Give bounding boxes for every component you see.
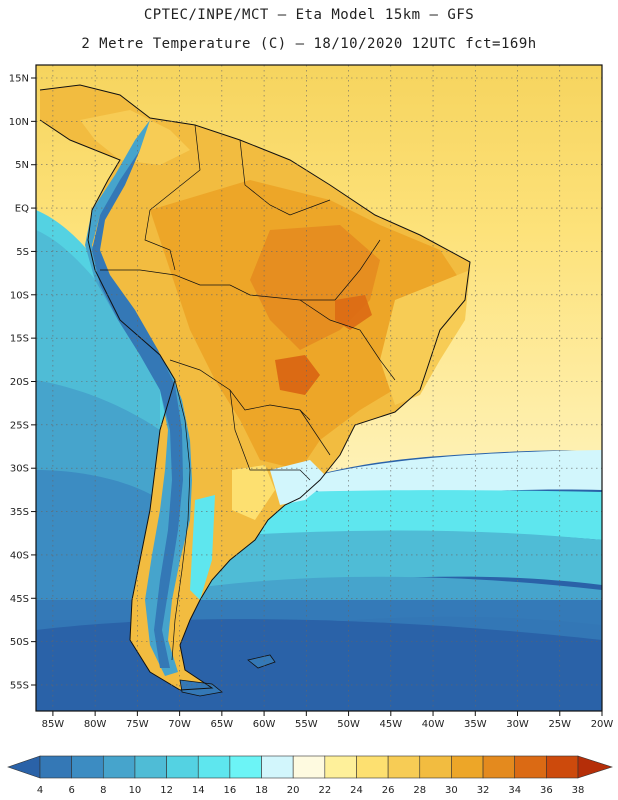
falkland-islands [247,654,276,669]
colorbar-box [292,755,326,779]
colorbar-label: 32 [477,785,490,796]
map-field [36,65,602,711]
colorbar-label: 22 [318,785,331,796]
lat-label: 5N [15,160,29,171]
lon-label: 75W [126,719,149,730]
colorbar-label: 20 [287,785,300,796]
colorbar-label: 28 [413,785,426,796]
lon-label: 20W [591,719,614,730]
colorbar-label: 30 [445,785,458,796]
colorbar-box [482,755,516,779]
colorbar-label: 8 [100,785,106,796]
lat-label: 20S [10,377,29,388]
lat-label: 15N [9,74,29,85]
longitude-labels: 85W 80W 75W 70W 65W 60W 55W 50W 45W 40W 35W 30W 25W 2… [42,719,614,730]
colorbar-label: 4 [37,785,43,796]
colorbar-label: 26 [382,785,395,796]
colorbar-box [229,755,262,779]
colorbar-label: 10 [129,785,142,796]
lat-label: 45S [10,594,29,605]
colorbar-label: 6 [68,785,74,796]
colorbar-box [166,755,199,779]
lon-label: 85W [42,719,65,730]
colorbar-label: 16 [224,785,237,796]
lon-label: 55W [295,719,318,730]
colorbar-label: 12 [160,785,173,796]
lat-label: 5S [16,247,29,258]
lon-label: 25W [548,719,571,730]
map-frame [35,64,603,712]
andes-ridge [85,120,192,676]
colorbar-box [419,755,452,779]
lat-label: 25S [10,420,29,431]
colorbar-box [261,755,294,779]
latitude-labels: 15N 10N 5N EQ 5S 10S 15S 20S 25S 30S 35S 40S 45S 50S 5… [9,74,29,692]
map-subtitle: 2 Metre Temperature (C) – 18/10/2020 12U… [81,36,537,52]
lat-label: 55S [10,680,29,691]
lon-label: 60W [253,719,276,730]
lon-label: 70W [168,719,191,730]
colorbar-arrow-low [7,755,41,779]
lon-label: 40W [422,719,445,730]
colorbar-label: 36 [540,785,553,796]
colorbar-label: 24 [350,785,363,796]
lon-label: 65W [211,719,234,730]
colorbar-box [356,755,389,779]
colorbar-arrow-high [577,755,613,779]
lat-label: 40S [10,550,29,561]
colorbar: 4 6 8 10 12 14 16 18 20 22 24 26 28 30 32 34 36 38 [7,755,613,796]
lat-label: 10S [10,290,29,301]
lat-label: 30S [10,464,29,475]
colorbar-box [134,755,167,779]
colorbar-box [451,755,484,779]
colorbar-label: 34 [508,785,521,796]
lon-label: 45W [379,719,402,730]
temperature-map: 15N 10N 5N EQ 5S 10S 15S 20S 25S 30S 35S 40S 45S 50S 5… [9,64,614,730]
colorbar-box [39,755,72,779]
colorbar-box [546,755,579,779]
colorbar-box [71,755,104,779]
lat-label: 10N [9,117,29,128]
map-title: CPTEC/INPE/MCT – Eta Model 15km – GFS [143,7,475,23]
lon-label: 80W [84,719,107,730]
colorbar-box [324,755,357,779]
colorbar-label: 18 [255,785,268,796]
colorbar-box [102,755,136,779]
colorbar-label: 14 [192,785,205,796]
lon-label: 35W [464,719,487,730]
colorbar-box [197,755,231,779]
lat-label: 15S [10,334,29,345]
axis-ticks [31,77,603,716]
coastline [39,84,471,691]
lat-label: EQ [15,204,29,215]
lat-label: 35S [10,507,29,518]
lon-label: 30W [506,719,529,730]
lon-label: 50W [337,719,360,730]
colorbar-label: 38 [572,785,585,796]
country-borders [100,124,396,661]
colorbar-box [514,755,547,779]
lat-label: 50S [10,637,29,648]
colorbar-box [387,755,421,779]
